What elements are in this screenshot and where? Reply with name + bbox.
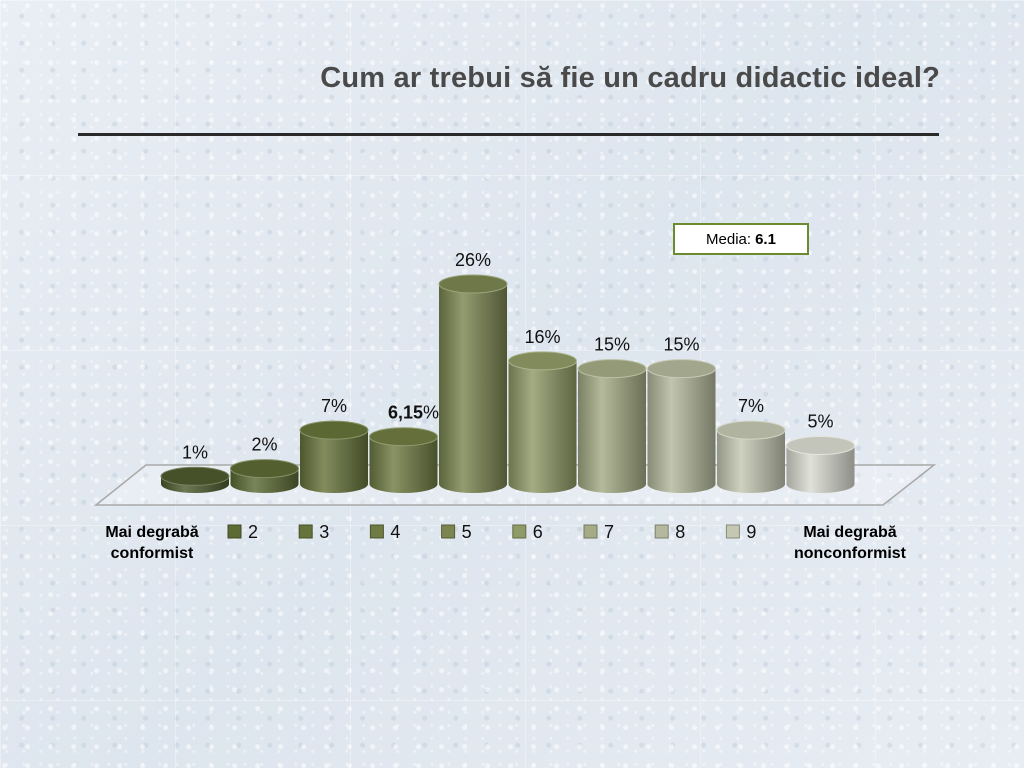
legend-item-9: 9 <box>725 522 756 542</box>
bar-top <box>230 459 299 479</box>
legend-label: 4 <box>390 522 400 542</box>
legend-label: 7 <box>604 522 614 542</box>
legend-item-3: 3 <box>298 522 329 542</box>
bar-body <box>717 430 785 493</box>
bar-5 <box>438 274 508 493</box>
bar-top <box>299 420 369 440</box>
legend-swatch <box>298 524 313 539</box>
bar-top <box>438 274 508 294</box>
slide-title: Cum ar trebui să fie un cadru didactic i… <box>320 62 940 94</box>
bar-top <box>786 436 855 456</box>
legend-label: 3 <box>319 522 329 542</box>
legend-swatch <box>441 524 456 539</box>
bar-6 <box>508 351 577 493</box>
data-label: 2% <box>251 435 277 455</box>
bar-4 <box>369 427 438 493</box>
bar-body <box>786 445 855 493</box>
legend-item-4: 4 <box>369 522 400 542</box>
legend-label: 8 <box>675 522 685 542</box>
bar-top <box>508 351 577 371</box>
axis-note-left: Mai degrabă conformist <box>105 524 199 562</box>
legend-label: 6 <box>533 522 543 542</box>
data-label: 15% <box>594 335 630 355</box>
bar-top <box>647 359 716 379</box>
data-label: 7% <box>321 396 347 416</box>
legend-swatch <box>654 524 669 539</box>
legend-item-5: 5 <box>441 522 472 542</box>
data-label: 7% <box>738 396 764 416</box>
bar-2 <box>230 459 299 493</box>
bar-10 <box>786 436 855 493</box>
bar-body <box>369 436 438 493</box>
bar-body <box>647 368 716 493</box>
legend-swatch <box>725 524 740 539</box>
legend-swatch <box>369 524 384 539</box>
bar-body <box>578 368 646 493</box>
legend-swatch <box>512 524 527 539</box>
legend-label: 9 <box>746 522 756 542</box>
mean-value: 6.1 <box>755 230 776 248</box>
data-label: 5% <box>807 412 833 432</box>
bar-9 <box>716 420 786 493</box>
bars-group <box>160 274 855 493</box>
legend-item-2: 2 <box>227 522 258 542</box>
data-label: 26% <box>455 250 491 270</box>
legend-label: 5 <box>462 522 472 542</box>
legend: 2 3 4 5 6 7 8 9 <box>227 522 756 542</box>
mean-label: Media: <box>706 230 752 248</box>
legend-swatch <box>583 524 598 539</box>
legend-item-7: 7 <box>583 522 614 542</box>
bar-top <box>369 427 438 447</box>
legend-label: 2 <box>248 522 258 542</box>
legend-item-6: 6 <box>512 522 543 542</box>
bar-top <box>160 466 230 486</box>
legend-swatch <box>227 524 242 539</box>
axis-note-right: Mai degrabă nonconformist <box>794 524 906 562</box>
bar-3 <box>299 420 369 493</box>
mean-box: Media: 6.1 <box>673 223 809 255</box>
bar-7 <box>577 359 647 493</box>
bar-1 <box>160 466 230 493</box>
data-label: 1% <box>182 442 208 462</box>
bar-8 <box>647 359 716 493</box>
legend-item-8: 8 <box>654 522 685 542</box>
bar-body <box>300 430 368 493</box>
bar-top <box>716 420 786 440</box>
bar-top <box>577 359 647 379</box>
bar-body <box>508 360 577 493</box>
title-underline <box>78 133 939 136</box>
bar-body <box>439 284 507 493</box>
data-labels-group: 1% 2% 7% 6,15% 26% 16% 15% 15% 7% 5% <box>182 250 834 462</box>
data-label: 16% <box>524 327 560 347</box>
data-label: 15% <box>663 335 699 355</box>
data-label: 6,15% <box>388 403 439 423</box>
